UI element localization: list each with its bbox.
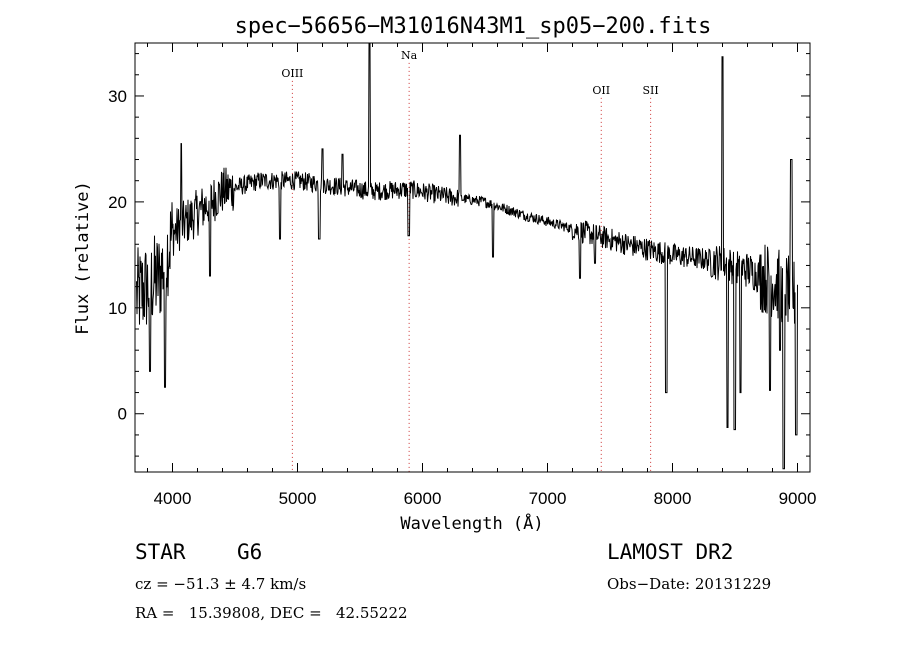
survey-name: LAMOST DR2 <box>607 540 734 564</box>
spectral-subclass: G6 <box>237 540 263 564</box>
y-tick-label: 30 <box>108 87 127 106</box>
chart-title: spec−56656−M31016N43M1_sp05−200.fits <box>235 14 712 39</box>
marker-label-na: Na <box>401 49 418 62</box>
x-tick-label: 7000 <box>529 489 567 508</box>
marker-label-sii: SII <box>643 84 659 97</box>
y-tick-label: 20 <box>108 193 127 212</box>
x-axis-label: Wavelength (Å) <box>400 512 543 534</box>
velocity-text: cz = −51.3 ± 4.7 km/s <box>135 575 307 593</box>
y-axis-label: Flux (relative) <box>73 181 93 335</box>
marker-label-oiii: OIII <box>281 67 303 80</box>
obs-date-text: Obs−Date: 20131229 <box>607 575 772 593</box>
x-tick-label: 4000 <box>154 489 192 508</box>
marker-label-oii: OII <box>592 84 610 97</box>
coordinates-text: RA = 15.39808, DEC = 42.55222 <box>135 604 408 622</box>
x-tick-label: 9000 <box>779 489 817 508</box>
spectrum-line <box>136 42 798 470</box>
x-tick-label: 5000 <box>279 489 317 508</box>
object-class: STAR <box>135 540 186 564</box>
y-tick-label: 0 <box>118 405 127 424</box>
x-axis-ticks: 4000 5000 6000 7000 8000 9000 <box>147 43 817 508</box>
x-tick-label: 8000 <box>654 489 692 508</box>
y-tick-label: 10 <box>108 299 127 318</box>
emission-line-markers: OIII Na OII SII <box>281 49 659 472</box>
y-axis-ticks: 0 10 20 30 <box>108 53 810 457</box>
x-tick-label: 6000 <box>404 489 442 508</box>
